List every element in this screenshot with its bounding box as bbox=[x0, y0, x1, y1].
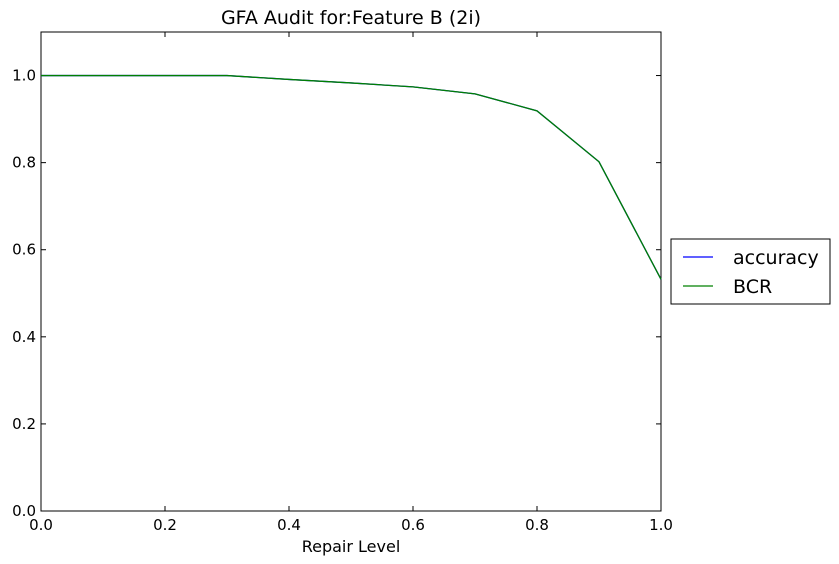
x-tick-label: 0.2 bbox=[153, 516, 177, 534]
y-tick-label: 0.6 bbox=[12, 241, 36, 259]
y-tick-label: 0.4 bbox=[12, 328, 36, 346]
series-lines bbox=[41, 74, 662, 280]
x-tick-label: 0.0 bbox=[29, 516, 53, 534]
x-axis-ticks: 0.0 0.2 0.4 0.6 0.8 1.0 bbox=[29, 32, 673, 534]
chart-title: GFA Audit for:Feature B (2i) bbox=[221, 7, 481, 29]
legend-label-bcr: BCR bbox=[733, 276, 772, 298]
series-line-bcr bbox=[41, 74, 662, 280]
x-axis-label: Repair Level bbox=[302, 537, 401, 556]
x-tick-label: 0.8 bbox=[525, 516, 549, 534]
plot-area bbox=[40, 31, 662, 512]
x-tick-label: 0.4 bbox=[277, 516, 301, 534]
y-tick-label: 0.2 bbox=[12, 415, 36, 433]
plot-frame bbox=[40, 31, 662, 512]
legend-label-accuracy: accuracy bbox=[733, 247, 819, 269]
x-tick-label: 1.0 bbox=[649, 516, 673, 534]
legend: accuracy BCR bbox=[670, 238, 831, 305]
y-tick-label: 0.8 bbox=[12, 154, 36, 172]
y-axis-ticks: 0.0 0.2 0.4 0.6 0.8 1.0 bbox=[12, 67, 661, 520]
y-tick-label: 0.0 bbox=[12, 502, 36, 520]
y-tick-label: 1.0 bbox=[12, 67, 36, 85]
x-tick-label: 0.6 bbox=[401, 516, 425, 534]
legend-box bbox=[670, 238, 831, 305]
